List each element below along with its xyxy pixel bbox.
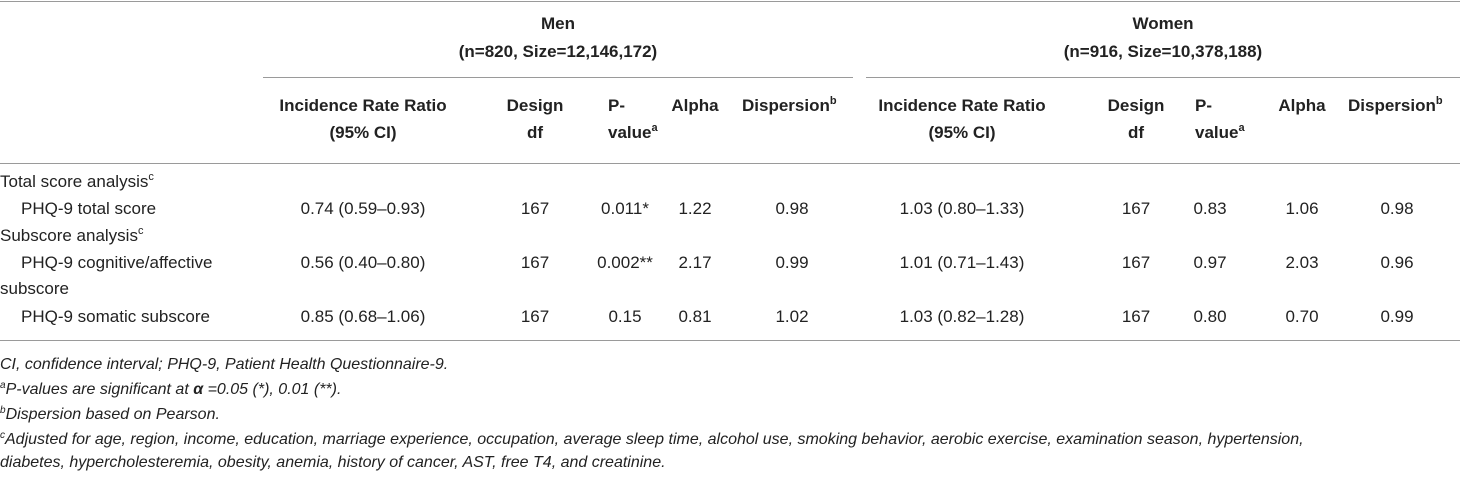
men-irr-cell: 0.56 (0.40–0.80) [300,253,426,272]
bottom-rule [0,340,1460,341]
women-alpha-cell: 2.03 [1285,253,1319,272]
men-irr-cell: 0.85 (0.68–1.06) [300,307,426,326]
row-label: PHQ-9 cognitive/affective [21,253,213,272]
footnote-b: bDispersion based on Pearson. [0,405,220,424]
men-df-cell: 167 [520,253,550,272]
women-alpha-cell: 0.70 [1285,307,1319,326]
men-irr-cell: 0.74 (0.59–0.93) [300,199,426,218]
footnote-c-continued: diabetes, hypercholesteremia, obesity, a… [0,454,666,471]
women-disp-cell: 0.99 [1380,307,1414,326]
women-irr-header: Incidence Rate Ratio [878,96,1046,115]
men-alpha-cell: 1.22 [678,199,712,218]
men-p-cell: 0.002** [597,253,653,272]
men-disp-cell: 1.02 [775,307,809,326]
men-alpha-cell: 0.81 [678,307,712,326]
row-label: PHQ-9 somatic subscore [21,307,210,326]
women-df-cell: 167 [1121,307,1151,326]
men-group-n: (n=820, Size=12,146,172) [458,42,658,61]
women-irr-cell: 1.03 (0.80–1.33) [899,199,1025,218]
women-alpha-cell: 1.06 [1285,199,1319,218]
men-design-header: Design [506,96,564,115]
women-df-cell: 167 [1121,253,1151,272]
men-dispersion-header: Dispersionb [742,95,837,116]
women-irr-cell: 1.01 (0.71–1.43) [899,253,1025,272]
men-irr-header: Incidence Rate Ratio [279,96,447,115]
women-irr-cell: 1.03 (0.82–1.28) [899,307,1025,326]
men-df-cell: 167 [520,199,550,218]
women-design-header: Design [1107,96,1165,115]
men-disp-cell: 0.99 [775,253,809,272]
women-dispersion-header: Dispersionb [1348,95,1443,116]
men-p-header: P- [608,96,625,115]
women-group-label: Women [1132,14,1194,33]
footnote-abbreviations: CI, confidence interval; PHQ-9, Patient … [0,356,449,373]
header-rule [0,163,1460,164]
men-p-cell: 0.011* [601,199,649,218]
women-group-n: (n=916, Size=10,378,188) [1063,42,1263,61]
footnote-a: aP-values are significant at α =0.05 (*)… [0,380,342,399]
men-irr-header-ci: (95% CI) [329,123,397,142]
men-alpha-header: Alpha [671,96,719,115]
women-p-header-value: valuea [1195,122,1245,143]
men-disp-cell: 0.98 [775,199,809,218]
top-rule [0,1,1460,2]
women-p-cell: 0.97 [1193,253,1227,272]
women-irr-header-ci: (95% CI) [928,123,996,142]
section-total-label: Total score analysisc [0,171,154,192]
men-group-label: Men [541,14,575,33]
men-p-header-value: valuea [608,122,658,143]
section-subscore-label: Subscore analysisc [0,225,144,246]
women-alpha-header: Alpha [1278,96,1326,115]
women-design-header-df: df [1127,123,1145,142]
row-label: PHQ-9 total score [21,199,157,218]
row-label-continued: subscore [0,279,69,298]
women-disp-cell: 0.98 [1380,199,1414,218]
men-group-rule [263,77,853,78]
women-disp-cell: 0.96 [1380,253,1414,272]
women-group-rule [866,77,1460,78]
men-design-header-df: df [526,123,544,142]
women-p-cell: 0.80 [1193,307,1227,326]
women-df-cell: 167 [1121,199,1151,218]
women-p-header: P- [1195,96,1212,115]
footnote-c: cAdjusted for age, region, income, educa… [0,430,1304,449]
women-p-cell: 0.83 [1193,199,1227,218]
men-p-cell: 0.15 [608,307,642,326]
men-df-cell: 167 [520,307,550,326]
men-alpha-cell: 2.17 [678,253,712,272]
